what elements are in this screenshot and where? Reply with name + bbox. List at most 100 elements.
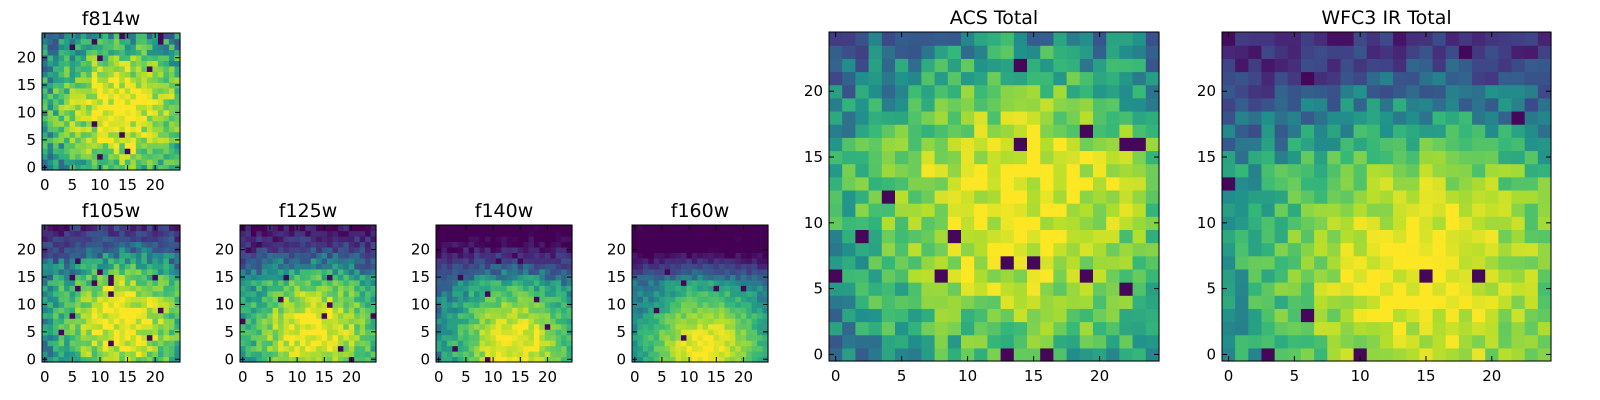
heatmap-cell bbox=[141, 54, 148, 61]
heatmap-cell bbox=[141, 334, 148, 341]
heatmap-cell bbox=[1458, 229, 1473, 244]
heatmap-cell bbox=[987, 282, 1002, 296]
heatmap-cell bbox=[561, 307, 568, 314]
heatmap-cell bbox=[86, 318, 93, 325]
heatmap-cell bbox=[261, 318, 268, 325]
heatmap-cell bbox=[113, 120, 120, 127]
heatmap-cell bbox=[119, 126, 126, 133]
heatmap-cell bbox=[316, 279, 323, 286]
heatmap-cell bbox=[921, 124, 936, 138]
heatmap-cell bbox=[1393, 124, 1407, 138]
heatmap-cell bbox=[664, 257, 671, 264]
heatmap-cell bbox=[457, 356, 464, 363]
heatmap-cell bbox=[124, 318, 131, 325]
heatmap-cell bbox=[47, 274, 54, 281]
heatmap-cell bbox=[86, 274, 93, 281]
heatmap-cell bbox=[91, 120, 98, 127]
heatmap-cell bbox=[174, 43, 181, 51]
heatmap-cell bbox=[523, 241, 530, 248]
heatmap-cell bbox=[1340, 189, 1355, 204]
heatmap-cell bbox=[829, 97, 843, 112]
heatmap-cell bbox=[506, 356, 513, 363]
heatmap-cell bbox=[97, 279, 104, 286]
heatmap-cell bbox=[53, 87, 60, 94]
heatmap-cell bbox=[751, 340, 758, 347]
heatmap-cell bbox=[359, 274, 366, 281]
heatmap-cell bbox=[240, 296, 247, 303]
heatmap-cell bbox=[550, 340, 557, 347]
heatmap-cell bbox=[354, 356, 361, 363]
heatmap-cell bbox=[174, 33, 181, 40]
heatmap-cell bbox=[746, 241, 753, 248]
heatmap-cell bbox=[1119, 124, 1134, 138]
heatmap-cell bbox=[58, 104, 65, 111]
heatmap-cell bbox=[664, 345, 671, 352]
heatmap-cell bbox=[152, 334, 159, 341]
heatmap-cell bbox=[1340, 71, 1355, 86]
heatmap-cell bbox=[245, 301, 252, 308]
heatmap-cell bbox=[1327, 97, 1342, 112]
heatmap-cell bbox=[842, 321, 856, 336]
heatmap-cell bbox=[506, 323, 513, 330]
heatmap-cell bbox=[69, 82, 76, 89]
heatmap-cell bbox=[157, 71, 165, 78]
heatmap-cell bbox=[680, 241, 687, 248]
heatmap-cell bbox=[670, 268, 677, 275]
heatmap-cell bbox=[1419, 334, 1434, 349]
heatmap-cell bbox=[1053, 124, 1068, 138]
heatmap-cell bbox=[69, 235, 76, 243]
heatmap-cell bbox=[1066, 242, 1081, 257]
heatmap-cell bbox=[479, 296, 486, 303]
heatmap-cell bbox=[506, 329, 513, 336]
x-tick-label: 0 bbox=[630, 368, 640, 386]
heatmap-cell bbox=[42, 104, 49, 111]
heatmap-cell bbox=[1300, 124, 1315, 138]
heatmap-cell bbox=[686, 246, 693, 253]
y-tick-label: 20 bbox=[215, 241, 234, 259]
heatmap-cell bbox=[1537, 189, 1552, 204]
heatmap-cell bbox=[119, 137, 126, 144]
y-tick-label: 5 bbox=[26, 323, 36, 341]
heatmap-cell bbox=[463, 323, 470, 330]
heatmap-cell bbox=[751, 252, 758, 259]
heatmap-cell bbox=[168, 235, 176, 243]
heatmap-cell bbox=[316, 263, 323, 270]
heatmap-cell bbox=[267, 290, 274, 297]
heatmap-cell bbox=[675, 307, 682, 314]
heatmap-cell bbox=[53, 235, 60, 243]
heatmap-cell bbox=[729, 241, 736, 248]
heatmap-cell bbox=[152, 274, 159, 281]
heatmap-cell bbox=[735, 268, 742, 275]
heatmap-cell bbox=[713, 334, 720, 341]
heatmap-cell bbox=[343, 312, 350, 319]
heatmap-cell bbox=[152, 241, 159, 248]
heatmap-cell bbox=[124, 279, 131, 286]
heatmap-cell bbox=[256, 351, 263, 358]
heatmap-cell bbox=[523, 285, 530, 292]
heatmap-cell bbox=[64, 345, 71, 352]
heatmap-cell bbox=[91, 235, 98, 243]
heatmap-cell bbox=[895, 242, 909, 257]
heatmap-cell bbox=[1145, 124, 1160, 138]
heatmap-cell bbox=[908, 110, 922, 125]
heatmap-cell bbox=[113, 334, 120, 341]
heatmap-cell bbox=[708, 257, 715, 264]
heatmap-cell bbox=[1261, 176, 1276, 191]
heatmap-cell bbox=[1261, 137, 1276, 152]
heatmap-cell bbox=[152, 43, 159, 51]
heatmap-cell bbox=[69, 93, 76, 100]
y-tick-label: 20 bbox=[411, 241, 430, 259]
heatmap-cell bbox=[130, 312, 137, 319]
heatmap-cell bbox=[947, 97, 962, 112]
heatmap-cell bbox=[250, 230, 257, 237]
heatmap-cell bbox=[523, 340, 530, 347]
heatmap-cell bbox=[539, 345, 546, 352]
heatmap-cell bbox=[680, 252, 687, 259]
heatmap-cell bbox=[523, 263, 530, 270]
heatmap-cell bbox=[642, 257, 649, 264]
x-tick-label: 15 bbox=[315, 368, 334, 386]
heatmap-cells bbox=[632, 225, 769, 363]
heatmap-cell bbox=[517, 263, 524, 270]
heatmap-cell bbox=[947, 150, 962, 165]
heatmap-cell bbox=[757, 334, 764, 341]
